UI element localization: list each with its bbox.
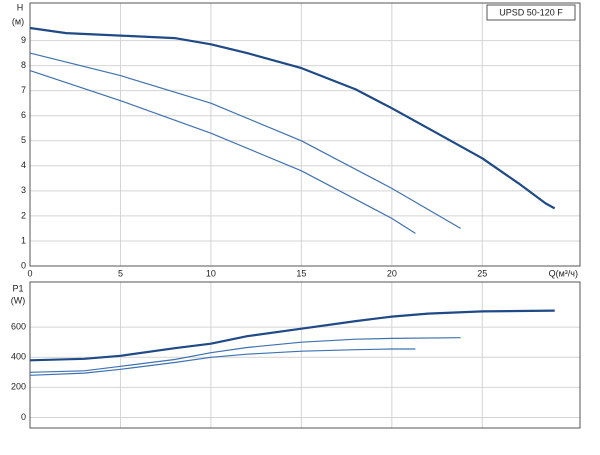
x-tick-label: 20 — [387, 268, 397, 278]
y-tick-label: 3 — [21, 185, 26, 195]
x-label: Q(м³/ч) — [549, 268, 578, 278]
top-frame — [29, 2, 581, 267]
x-tick-label: 0 — [27, 268, 32, 278]
y-tick-label: 600 — [11, 322, 26, 332]
y-tick-label: 6 — [21, 110, 26, 120]
y-label: P1 — [12, 283, 23, 293]
y-tick-label: 0 — [21, 412, 26, 422]
y-tick-label: 7 — [21, 85, 26, 95]
y-unit: (W) — [11, 295, 26, 305]
y-label: H — [17, 2, 24, 12]
x-tick-label: 15 — [296, 268, 306, 278]
y-tick-label: 0 — [21, 260, 26, 270]
y-tick-label: 9 — [21, 35, 26, 45]
bottom-frame — [29, 281, 581, 429]
y-tick-label: 400 — [11, 352, 26, 362]
y-tick-label: 1 — [21, 235, 26, 245]
curve — [29, 309, 555, 362]
curve — [29, 52, 461, 229]
y-tick-label: 4 — [21, 160, 26, 170]
curve — [29, 348, 416, 376]
x-tick-label: 5 — [118, 268, 123, 278]
x-tick-label: 10 — [206, 268, 216, 278]
curve — [29, 70, 416, 234]
y-tick-label: 2 — [21, 210, 26, 220]
chart-title: UPSD 50-120 F — [499, 7, 563, 17]
y-unit: (м) — [12, 16, 24, 26]
curve — [29, 337, 461, 373]
title-box — [486, 4, 576, 21]
y-tick-label: 8 — [21, 60, 26, 70]
curve — [29, 26, 556, 210]
x-tick-label: 25 — [477, 268, 487, 278]
y-tick-label: 5 — [21, 135, 26, 145]
y-tick-label: 200 — [11, 382, 26, 392]
